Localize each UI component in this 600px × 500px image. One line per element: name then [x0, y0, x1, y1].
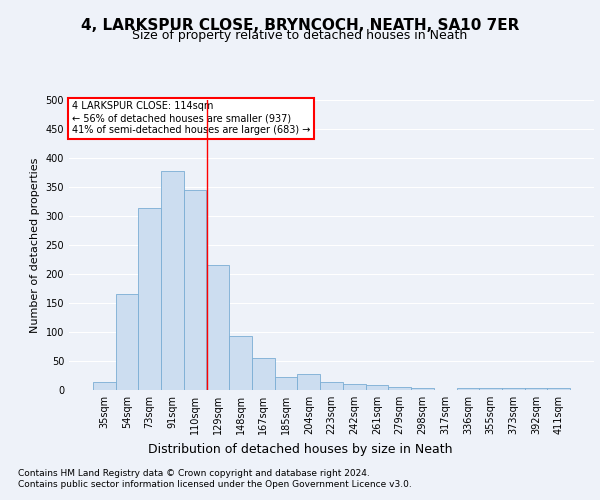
- Bar: [116, 294, 139, 390]
- Bar: [93, 382, 116, 390]
- Bar: [161, 172, 184, 390]
- Bar: [320, 382, 343, 390]
- Bar: [343, 384, 365, 390]
- Bar: [229, 336, 252, 390]
- Bar: [524, 388, 547, 390]
- Bar: [252, 358, 275, 390]
- Bar: [365, 386, 388, 390]
- Text: Size of property relative to detached houses in Neath: Size of property relative to detached ho…: [133, 28, 467, 42]
- Bar: [206, 266, 229, 390]
- Text: Distribution of detached houses by size in Neath: Distribution of detached houses by size …: [148, 442, 452, 456]
- Bar: [457, 388, 479, 390]
- Bar: [479, 388, 502, 390]
- Bar: [547, 388, 570, 390]
- Y-axis label: Number of detached properties: Number of detached properties: [30, 158, 40, 332]
- Text: 4 LARKSPUR CLOSE: 114sqm
← 56% of detached houses are smaller (937)
41% of semi-: 4 LARKSPUR CLOSE: 114sqm ← 56% of detach…: [71, 102, 310, 134]
- Text: 4, LARKSPUR CLOSE, BRYNCOCH, NEATH, SA10 7ER: 4, LARKSPUR CLOSE, BRYNCOCH, NEATH, SA10…: [81, 18, 519, 32]
- Bar: [184, 190, 206, 390]
- Text: Contains public sector information licensed under the Open Government Licence v3: Contains public sector information licen…: [18, 480, 412, 489]
- Text: Contains HM Land Registry data © Crown copyright and database right 2024.: Contains HM Land Registry data © Crown c…: [18, 469, 370, 478]
- Bar: [298, 374, 320, 390]
- Bar: [139, 208, 161, 390]
- Bar: [275, 376, 298, 390]
- Bar: [388, 386, 411, 390]
- Bar: [502, 388, 524, 390]
- Bar: [411, 388, 434, 390]
